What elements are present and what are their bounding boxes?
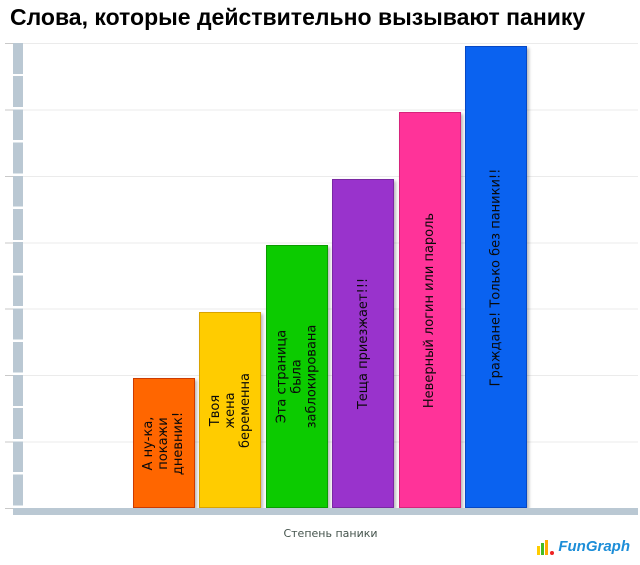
bar-3: Эта страница была заблокирована bbox=[265, 245, 328, 508]
bar-label: Эта страница была заблокирована bbox=[274, 324, 320, 429]
bar-4: Теща приезжает!!! bbox=[332, 179, 395, 508]
y-axis-ticks bbox=[5, 43, 13, 509]
x-axis-line bbox=[13, 508, 638, 515]
bar-chart-icon bbox=[537, 539, 555, 557]
y-axis-wall bbox=[13, 43, 23, 509]
bar-1: А ну-ка, покажи дневник! bbox=[133, 378, 195, 508]
fungraph-logo-text: FunGraph bbox=[558, 538, 630, 555]
bar-label: Твоя жена беременна bbox=[207, 372, 253, 448]
bar-6: Граждане! Только без паники!! bbox=[465, 46, 527, 508]
plot-area: А ну-ка, покажи дневник! Твоя жена беременна Э… bbox=[23, 43, 638, 508]
bar-2: Твоя жена беременна bbox=[199, 312, 262, 508]
x-axis-label: Степень паники bbox=[283, 527, 378, 540]
bar-5: Неверный логин или пароль bbox=[398, 112, 461, 508]
bar-label: Теща приезжает!!! bbox=[355, 277, 371, 410]
bar-label: Граждане! Только без паники!! bbox=[488, 168, 504, 386]
fungraph-logo[interactable]: FunGraph bbox=[537, 535, 630, 557]
chart-title: Слова, которые действительно вызывают па… bbox=[10, 4, 586, 30]
bar-label: А ну-ка, покажи дневник! bbox=[141, 411, 187, 475]
bar-label: Неверный логин или пароль bbox=[422, 212, 438, 408]
